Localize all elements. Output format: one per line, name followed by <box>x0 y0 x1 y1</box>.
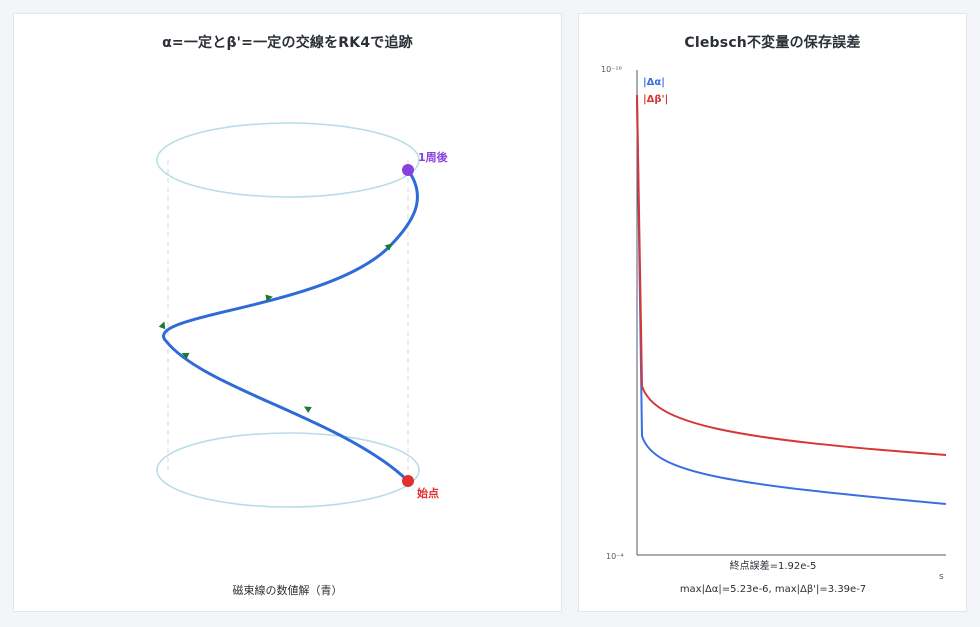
y-top-tick-label: 10⁻¹⁶ <box>601 65 622 74</box>
left-panel-caption: 磁束線の数値解（青） <box>232 584 343 597</box>
series-line-delta-alpha <box>636 98 947 505</box>
direction-arrow-5 <box>384 243 393 251</box>
legend-delta-beta: |Δβ'| <box>643 94 668 105</box>
final-error-annotation: 終点誤差=1.92e-5 <box>730 559 817 572</box>
direction-arrow-2 <box>181 352 190 360</box>
cylinder-top-ellipse <box>156 122 420 198</box>
direction-arrow-3 <box>158 321 166 330</box>
end-point-label: 1周後 <box>418 150 449 164</box>
right-panel: Clebsch不変量の保存誤差 10⁻¹⁶ 10⁻⁴ s |Δα| |Δβ'| … <box>578 13 967 612</box>
start-point-label: 始点 <box>417 486 439 500</box>
left-panel: α=一定とβ'=一定の交線をRK4で追跡 1周後 始点 磁束線の数値解（青） <box>13 13 562 612</box>
end-point-marker <box>402 164 414 176</box>
legend-delta-alpha: |Δα| <box>643 77 665 88</box>
left-panel-title: α=一定とβ'=一定の交線をRK4で追跡 <box>162 35 413 51</box>
start-point-marker <box>402 475 414 487</box>
direction-arrow-4 <box>265 294 273 302</box>
y-bottom-tick-label: 10⁻⁴ <box>606 552 624 561</box>
right-panel-title: Clebsch不変量の保存誤差 <box>684 35 861 51</box>
field-line-curve <box>162 168 419 483</box>
field-line-diagram: 1周後 始点 <box>156 122 449 508</box>
x-axis-label: s <box>939 572 944 582</box>
error-chart: 10⁻¹⁶ 10⁻⁴ s |Δα| |Δβ'| 終点誤差=1.92e-5 max… <box>601 65 947 595</box>
cylinder-bottom-ellipse <box>156 432 420 508</box>
direction-arrow-1 <box>303 406 312 414</box>
max-error-annotation: max|Δα|=5.23e-6, max|Δβ'|=3.39e-7 <box>680 584 866 595</box>
series-line-delta-beta <box>636 94 947 456</box>
